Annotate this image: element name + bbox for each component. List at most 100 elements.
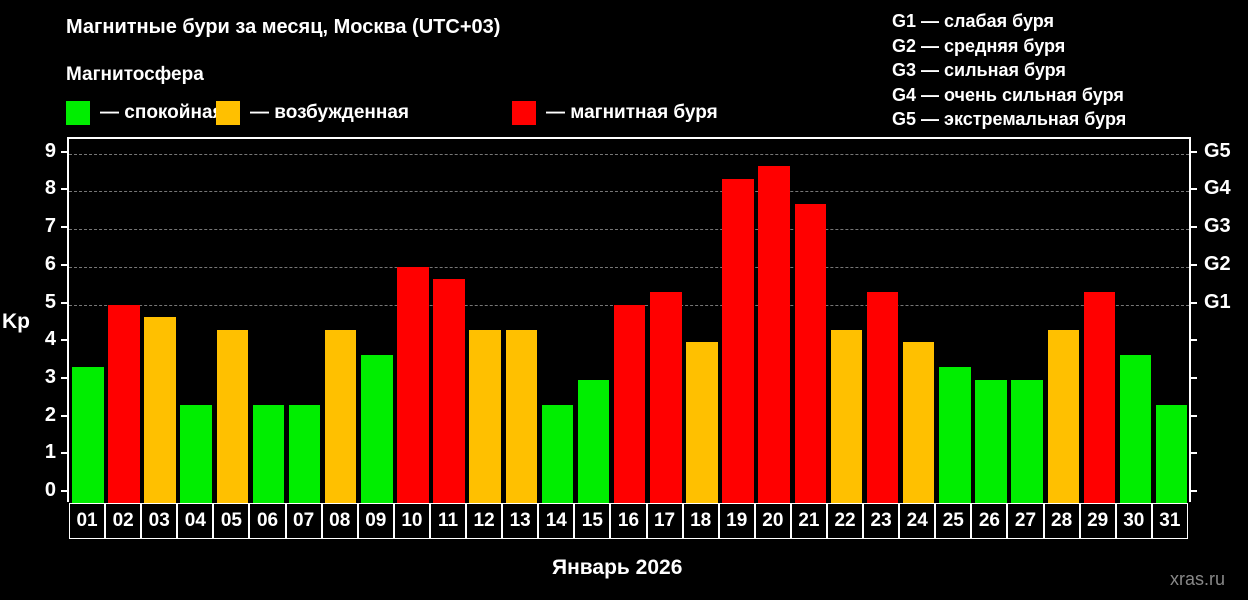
bar-day-28 [1047,329,1079,504]
bar-day-01 [72,367,104,504]
bar-day-24 [902,342,935,504]
y-tick-label: 9 [44,139,56,162]
legend-label-storm: — магнитная буря [546,101,718,123]
x-tick-label: 28 [1043,503,1080,539]
bar-day-31 [1155,405,1188,504]
x-tick-label: 25 [935,503,972,539]
y-tick-label: 4 [44,328,56,351]
y-tick-label: 7 [44,215,56,238]
x-tick-label: 20 [754,503,791,539]
watermark: xras.ru [1170,569,1226,589]
gridline-kp-6 [69,266,1189,268]
bar-day-17 [650,292,682,504]
y-tick [61,263,67,266]
bar-day-16 [613,304,646,504]
x-tick-label: 11 [429,503,467,539]
x-tick-label: 21 [790,503,827,539]
legend-heading: Магнитосфера [66,64,204,85]
bar-day-05 [216,329,249,504]
gridline-kp-8 [69,191,1189,193]
y-tick-right [1191,414,1197,417]
x-tick-label: 16 [610,503,647,539]
bar-day-07 [288,405,321,504]
swatch-quiet [66,100,90,125]
bar-day-04 [180,405,212,504]
bar-day-20 [758,166,790,504]
x-tick-label: 13 [502,503,539,539]
y-tick-label: 3 [44,365,56,388]
x-tick-label: 12 [466,503,503,539]
y-tick-label: 2 [44,403,56,426]
y-tick [61,226,67,229]
y-tick [61,490,67,492]
x-tick-label: 17 [646,503,683,539]
g-scale-legend: G1 — слабая буря G2 — средняя буря G3 — … [892,9,1126,132]
swatch-storm [512,100,536,125]
legend-item-unsettled: — возбужденная [216,100,409,125]
g-legend-g1: G1 — слабая буря [892,11,1055,31]
bar-day-03 [144,316,176,504]
bar-day-19 [722,178,754,504]
x-tick-label: 29 [1079,503,1116,539]
bar-day-25 [939,367,971,504]
y-tick-right [1191,452,1197,455]
y-tick-right [1191,490,1197,492]
y-tick [61,150,67,153]
bar-day-18 [686,342,718,504]
gridline-kp-9 [69,153,1189,155]
y-tick-right [1191,263,1197,266]
bar-day-10 [397,266,429,504]
g-level-label-g3: G3 [1204,215,1231,238]
y-tick-right [1191,150,1197,153]
bar-day-13 [505,329,538,504]
x-tick-label: 01 [69,503,106,539]
x-tick-label: 03 [141,503,178,539]
x-tick-label: 30 [1115,503,1152,539]
y-tick-right [1191,188,1197,191]
y-tick [61,376,67,379]
x-tick-label: 19 [718,503,755,539]
bar-day-11 [433,279,465,504]
y-tick [61,301,67,304]
y-tick-right [1191,301,1197,304]
bar-day-12 [469,329,501,504]
bar-day-02 [108,304,140,504]
x-axis-labels: 01 02 03 04 05 06 07 08 09 10 11 12 13 14 15 16 17 18 19 20… [69,503,1188,539]
bar-day-21 [794,203,827,504]
bar-day-23 [866,292,899,504]
bar-day-15 [577,379,610,504]
x-tick-label: 10 [393,503,430,539]
plot-area [67,137,1191,504]
bar-day-06 [252,405,285,504]
bar-day-27 [1011,379,1043,504]
legend-label-unsettled: — возбужденная [250,101,410,123]
g-level-label-g2: G2 [1204,252,1231,275]
y-tick [61,339,67,342]
bar-day-08 [324,329,357,504]
y-tick [61,188,67,191]
legend-item-storm: — магнитная буря [512,100,718,125]
x-tick-label: 18 [682,503,719,539]
y-tick-label: 8 [44,177,56,200]
bar-day-09 [361,354,393,504]
x-tick-label: 23 [863,503,900,539]
y-tick-label: 6 [44,252,56,275]
y-tick-label: 0 [44,479,56,501]
bar-day-26 [975,379,1007,504]
y-tick-label: 5 [44,290,56,313]
x-tick-label: 09 [357,503,394,539]
x-tick-label: 22 [826,503,864,539]
chart-title: Магнитные бури за месяц, Москва (UTC+03) [66,16,501,38]
g-legend-g2: G2 — средняя буря [892,35,1066,56]
y-tick-label: 1 [44,441,56,464]
x-tick-label: 27 [1007,503,1044,539]
y-tick-right [1191,226,1197,229]
y-tick-right [1191,376,1197,379]
x-tick-label: 24 [899,503,936,539]
x-tick-label: 05 [213,503,250,539]
bar-day-30 [1119,354,1152,504]
x-tick-label: 14 [538,503,575,539]
x-tick-label: 08 [321,503,358,539]
g-legend-g5: G5 — экстремальная буря [892,109,1127,129]
g-legend-g4: G4 — очень сильная буря [892,84,1124,105]
